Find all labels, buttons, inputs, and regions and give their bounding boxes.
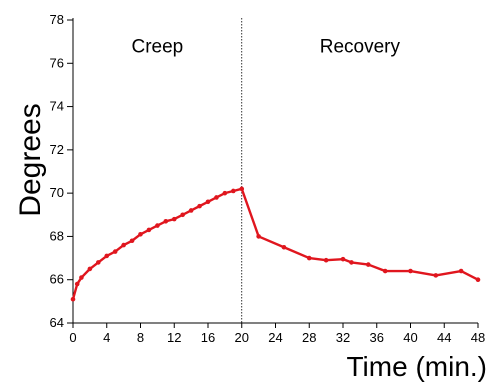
x-tick-label: 36 — [370, 330, 384, 345]
data-point — [340, 256, 346, 262]
data-point — [239, 186, 245, 192]
x-tick-label: 20 — [235, 330, 249, 345]
data-point — [104, 253, 110, 259]
annotation-creep: Creep — [132, 36, 184, 57]
data-point — [146, 227, 152, 233]
data-point — [458, 268, 464, 274]
x-tick-label: 48 — [471, 330, 485, 345]
y-tick-label: 64 — [50, 315, 64, 330]
x-tick-label: 12 — [167, 330, 181, 345]
x-tick-label: 8 — [137, 330, 144, 345]
data-point — [222, 190, 228, 196]
data-point — [433, 273, 439, 278]
y-tick-label: 72 — [50, 142, 64, 157]
y-tick-label: 78 — [50, 12, 64, 27]
data-point — [349, 260, 354, 265]
data-point — [121, 242, 126, 248]
data-point — [205, 199, 211, 205]
series-layer — [70, 186, 481, 302]
data-point — [281, 244, 287, 250]
annotation-recovery: Recovery — [320, 36, 401, 57]
x-tick-label: 28 — [302, 330, 316, 345]
data-point — [180, 212, 185, 218]
y-tick-label: 76 — [50, 55, 64, 70]
y-tick-label: 70 — [50, 185, 64, 200]
data-point — [231, 188, 236, 194]
data-point — [74, 281, 80, 287]
y-tick-label: 74 — [50, 99, 64, 114]
data-point — [155, 223, 160, 228]
data-point — [323, 257, 329, 263]
data-point — [366, 262, 371, 267]
x-tick-label: 44 — [437, 330, 451, 345]
data-point — [475, 277, 481, 283]
x-tick-label: 32 — [336, 330, 350, 345]
y-axis-title: Degrees — [14, 103, 47, 216]
data-point — [79, 275, 84, 280]
x-tick-label: 24 — [268, 330, 282, 345]
data-point — [214, 195, 219, 200]
data-point — [171, 216, 177, 222]
y-tick-label: 68 — [50, 228, 64, 243]
y-ticks: 64 66 68 70 72 74 76 78 — [50, 12, 73, 330]
x-tick-label: 0 — [69, 330, 76, 345]
data-point — [256, 234, 261, 239]
x-tick-label: 16 — [201, 330, 215, 345]
data-point — [129, 238, 135, 244]
x-tick-label: 40 — [403, 330, 417, 345]
data-point — [112, 249, 118, 254]
data-point — [163, 218, 169, 224]
x-axis-title: Time (min.) — [346, 351, 487, 382]
x-tick-label: 4 — [103, 330, 110, 345]
data-point — [188, 208, 194, 213]
data-point — [197, 203, 202, 209]
data-point — [87, 266, 93, 272]
data-point — [70, 296, 76, 302]
y-tick-label: 66 — [50, 272, 64, 287]
x-ticks: 0 4 8 12 16 20 24 28 32 36 40 44 48 — [69, 323, 485, 345]
data-point — [306, 255, 312, 261]
data-point — [96, 260, 101, 265]
data-point — [408, 268, 413, 274]
data-point — [382, 268, 388, 274]
series-line — [71, 187, 480, 301]
data-point — [138, 231, 143, 237]
